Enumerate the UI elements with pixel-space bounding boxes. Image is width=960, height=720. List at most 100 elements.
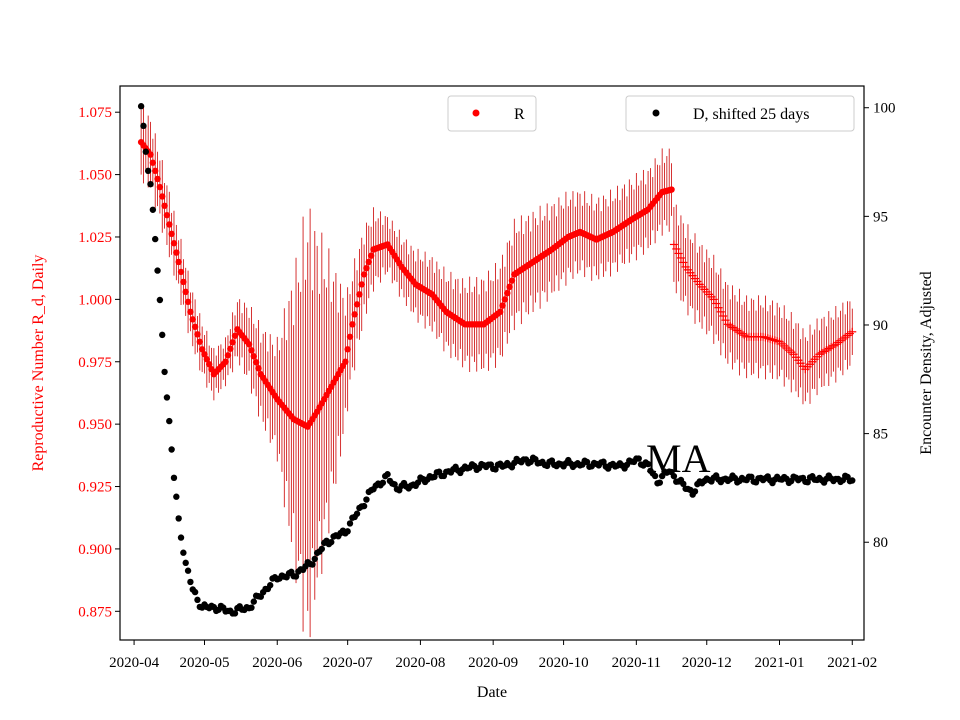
d-point (379, 479, 387, 486)
r-point (198, 346, 206, 353)
r-point (180, 278, 187, 286)
r-point (358, 281, 365, 288)
d-point (344, 528, 351, 535)
r-point (252, 359, 260, 366)
r-point (250, 353, 257, 360)
r-point (208, 366, 215, 373)
d-point (152, 235, 159, 243)
x-tick-label: 2020-05 (179, 655, 229, 671)
d-point (184, 567, 192, 574)
d-point (180, 549, 187, 556)
d-point (670, 472, 678, 480)
legend-d-box (625, 95, 855, 132)
r-point (168, 230, 175, 238)
x-tick-label: 2020-08 (395, 655, 445, 671)
d-point (353, 510, 361, 517)
r-point (248, 347, 255, 354)
d-point (231, 610, 239, 617)
d-point (191, 588, 199, 596)
d-point (804, 479, 811, 486)
d-point (600, 458, 607, 465)
right-tick-label: 90 (873, 318, 888, 334)
r-point (499, 302, 506, 309)
x-tick-label: 2021-01 (755, 655, 805, 671)
r-point (229, 339, 236, 346)
d-point (309, 561, 316, 568)
r-point (152, 167, 159, 175)
x-tick-label: 2020-07 (323, 655, 373, 671)
right-axis-ticks: 80 85 90 95 100 (864, 101, 896, 551)
r-point (668, 186, 675, 193)
d-point (166, 417, 173, 425)
r-point (154, 175, 161, 183)
r-point (349, 321, 356, 328)
d-point (173, 493, 180, 500)
left-tick-label: 1.075 (78, 105, 112, 121)
d-point (156, 296, 164, 304)
d-point (168, 446, 175, 453)
d-point (311, 555, 319, 563)
r-point (203, 356, 211, 363)
r-projected-point (669, 240, 678, 249)
left-tick-label: 1.000 (78, 292, 112, 308)
r-point (173, 249, 180, 256)
state-annotation: MA (646, 436, 711, 481)
r-point (163, 211, 171, 219)
r-point (346, 333, 354, 340)
right-tick-label: 95 (873, 209, 888, 225)
r-point (508, 277, 516, 284)
d-point (328, 538, 335, 546)
r-point (255, 365, 262, 372)
r-point (501, 296, 509, 303)
legend-r-label: R (514, 106, 525, 123)
x-tick-label: 2020-04 (109, 655, 159, 671)
d-point (635, 455, 642, 462)
x-tick-label: 2020-06 (252, 655, 302, 671)
left-tick-label: 0.975 (78, 355, 112, 371)
left-tick-label: 0.900 (78, 542, 112, 558)
x-tick-label: 2020-12 (682, 655, 732, 671)
d-point (363, 496, 370, 503)
d-point (147, 180, 154, 188)
r-point (191, 323, 199, 331)
d-point (680, 480, 687, 488)
d-point (656, 479, 664, 486)
r-projected-point (674, 249, 683, 258)
d-point (318, 545, 326, 553)
r-point (497, 308, 504, 316)
r-projected-point (714, 303, 723, 312)
r-point (504, 289, 511, 297)
r-point (147, 151, 154, 158)
r-point (170, 240, 178, 247)
r-point (177, 268, 185, 276)
d-point (170, 474, 178, 482)
d-point (140, 122, 147, 130)
r-point (166, 221, 173, 228)
r-point (205, 361, 213, 368)
r-projected-point (719, 312, 728, 321)
d-point (159, 331, 166, 339)
d-point (292, 573, 300, 580)
legend-r: R (447, 95, 537, 132)
r-point (175, 258, 182, 266)
d-point (651, 472, 659, 480)
r-point (159, 193, 166, 200)
d-point (267, 582, 274, 589)
r-projected-series (669, 240, 857, 374)
r-point (342, 358, 349, 365)
d-point (250, 598, 257, 605)
r-projected-point (716, 307, 725, 316)
r-point (189, 316, 196, 323)
d-point (691, 488, 699, 495)
r-point (196, 338, 203, 345)
d-point (346, 520, 354, 527)
x-axis-label: Date (477, 684, 507, 701)
r-projected-point (679, 258, 688, 267)
right-axis-label: Encounter Density, Adjusted (918, 271, 935, 454)
r-point (231, 332, 239, 339)
left-axis-ticks: 0.875 0.900 0.925 0.950 0.975 1.000 1.025 1.050… (78, 105, 120, 620)
r-point (149, 159, 157, 166)
r-point (344, 346, 351, 353)
r-point (194, 331, 201, 338)
